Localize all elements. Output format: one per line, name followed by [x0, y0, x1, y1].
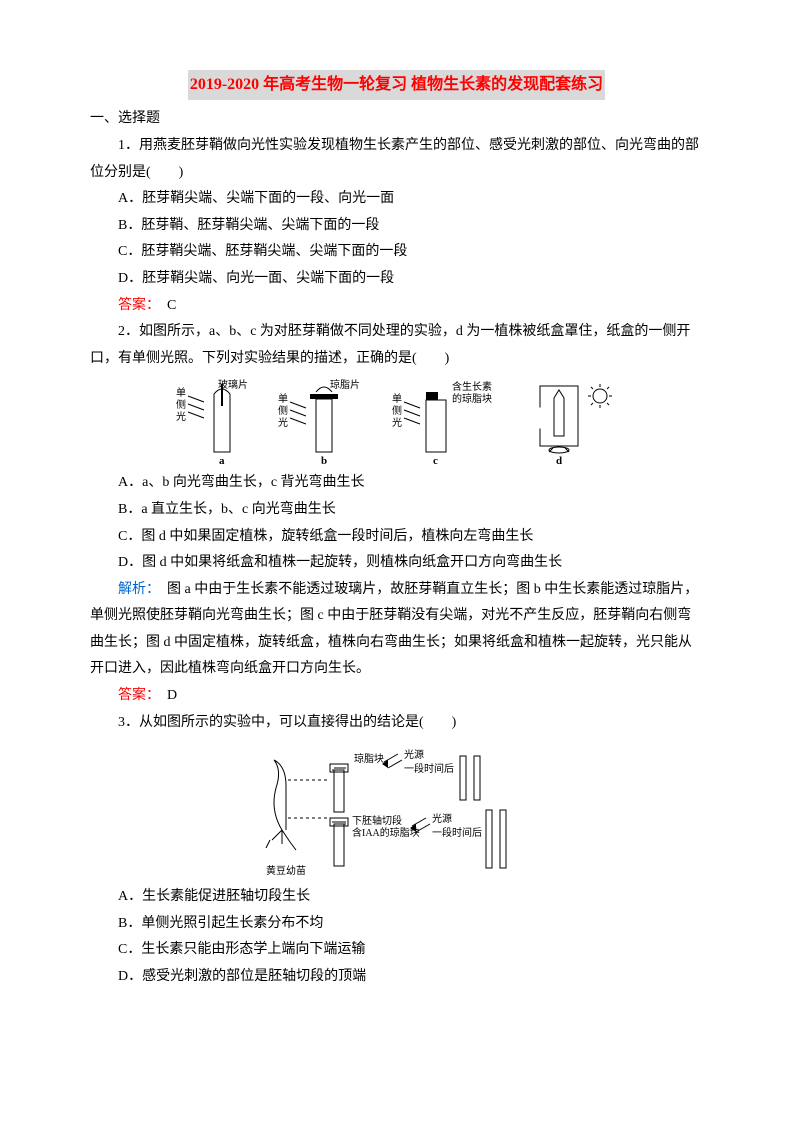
agar-label: 琼脂片 — [330, 378, 360, 391]
coleoptile-b-icon: 单 侧 光 琼脂片 b — [276, 378, 362, 466]
svg-text:光: 光 — [392, 416, 402, 429]
q2-analysis-text: 图 a 中由于生长素不能透过玻璃片，故胚芽鞘直立生长；图 b 中生长素能透过琼脂… — [90, 582, 698, 677]
section-heading: 一、选择题 — [90, 106, 703, 133]
q2-figure: 单 侧 光 玻璃片 a 单 侧 光 琼脂片 b 单 — [90, 378, 703, 466]
q3-option-b: B．单侧光照引起生长素分布不均 — [90, 911, 703, 938]
q2-fig-a: 单 侧 光 玻璃片 a — [174, 378, 248, 466]
fig-d-label: d — [556, 455, 562, 466]
svg-text:单: 单 — [278, 393, 288, 405]
q3-stem: 3．从如图所示的实验中，可以直接得出的结论是( ) — [90, 710, 703, 737]
q2-fig-c: 单 侧 光 含生长素 的琼脂块 c — [390, 378, 500, 466]
after-time-label: 一段时间后 — [404, 762, 454, 775]
svg-text:的琼脂块: 的琼脂块 — [452, 392, 492, 405]
analysis-label: 解析： — [118, 582, 153, 597]
coleoptile-d-icon: d — [528, 378, 620, 466]
light-source-label: 光源 — [404, 748, 424, 761]
q2-option-a: A．a、b 向光弯曲生长，c 背光弯曲生长 — [90, 470, 703, 497]
iaa-agar-label: 含IAA的琼脂块 — [352, 826, 420, 839]
q2-fig-b: 单 侧 光 琼脂片 b — [276, 378, 362, 466]
title-wrap: 2019-2020 年高考生物一轮复习 植物生长素的发现配套练习 — [90, 70, 703, 100]
bean-seedling-label: 黄豆幼苗 — [266, 864, 306, 877]
answer-label: 答案： — [118, 298, 153, 313]
answer-label: 答案： — [118, 688, 153, 703]
q2-analysis: 解析： 图 a 中由于生长素不能透过玻璃片，故胚芽鞘直立生长；图 b 中生长素能… — [90, 577, 703, 683]
hypocotyl-label: 下胚轴切段 — [352, 814, 402, 827]
q2-answer-value: D — [153, 688, 177, 703]
q3-option-d: D．感受光刺激的部位是胚轴切段的顶端 — [90, 964, 703, 991]
agar-block-label: 琼脂块 — [354, 752, 384, 765]
svg-text:侧: 侧 — [176, 398, 186, 411]
q3-option-c: C．生长素只能由形态学上端向下端运输 — [90, 937, 703, 964]
page-title: 2019-2020 年高考生物一轮复习 植物生长素的发现配套练习 — [188, 70, 605, 100]
q1-option-b: B．胚芽鞘、胚芽鞘尖端、尖端下面的一段 — [90, 213, 703, 240]
q2-fig-d: d — [528, 378, 620, 466]
fig-a-label: a — [219, 455, 225, 466]
q2-option-d: D．图 d 中如果将纸盒和植株一起旋转，则植株向纸盒开口方向弯曲生长 — [90, 550, 703, 577]
q3-option-a: A．生长素能促进胚轴切段生长 — [90, 884, 703, 911]
q2-option-c: C．图 d 中如果固定植株，旋转纸盒一段时间后，植株向左弯曲生长 — [90, 524, 703, 551]
light-label: 单 — [176, 387, 186, 399]
q2-option-b: B．a 直立生长，b、c 向光弯曲生长 — [90, 497, 703, 524]
q1-answer-value: C — [153, 298, 176, 313]
q1-stem: 1．用燕麦胚芽鞘做向光性实验发现植物生长素产生的部位、感受光刺激的部位、向光弯曲… — [90, 133, 703, 186]
svg-text:光: 光 — [176, 410, 186, 423]
svg-text:光: 光 — [278, 416, 288, 429]
q1-option-c: C．胚芽鞘尖端、胚芽鞘尖端、尖端下面的一段 — [90, 239, 703, 266]
coleoptile-a-icon: 单 侧 光 玻璃片 a — [174, 378, 248, 466]
coleoptile-c-icon: 单 侧 光 含生长素 的琼脂块 c — [390, 378, 500, 466]
fig-b-label: b — [321, 455, 327, 466]
svg-text:光源: 光源 — [432, 812, 452, 825]
svg-text:一段时间后: 一段时间后 — [432, 826, 482, 839]
svg-text:侧: 侧 — [392, 404, 402, 417]
q1-option-d: D．胚芽鞘尖端、向光一面、尖端下面的一段 — [90, 266, 703, 293]
q3-figure: 琼脂块 光源 一段时间后 下胚轴切段 含IAA的琼脂块 光源 一段时间后 黄豆幼… — [90, 740, 703, 880]
svg-text:单: 单 — [392, 393, 402, 405]
q2-stem: 2．如图所示，a、b、c 为对胚芽鞘做不同处理的实验，d 为一植株被纸盒罩住，纸… — [90, 319, 703, 372]
experiment-diagram-icon: 琼脂块 光源 一段时间后 下胚轴切段 含IAA的琼脂块 光源 一段时间后 黄豆幼… — [252, 740, 542, 880]
q2-answer: 答案： D — [90, 683, 703, 710]
svg-text:侧: 侧 — [278, 404, 288, 417]
auxin-agar-label: 含生长素 — [452, 380, 492, 393]
q1-option-a: A．胚芽鞘尖端、尖端下面的一段、向光一面 — [90, 186, 703, 213]
fig-c-label: c — [433, 455, 438, 466]
q1-answer: 答案： C — [90, 293, 703, 320]
